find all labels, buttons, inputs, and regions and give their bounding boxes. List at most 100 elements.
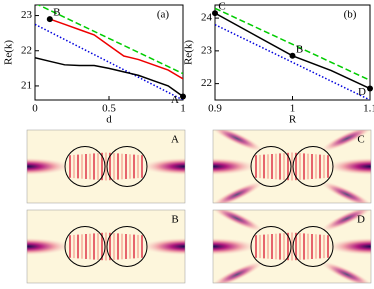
y-tick-label: 22 bbox=[201, 77, 212, 89]
fringe bbox=[283, 153, 285, 180]
x-tick-label: 1.1 bbox=[363, 103, 374, 115]
fringe bbox=[259, 154, 261, 179]
fringe bbox=[279, 233, 281, 260]
fringe bbox=[295, 152, 297, 181]
fringe bbox=[117, 153, 119, 180]
side-lobe bbox=[213, 130, 265, 153]
panel-label: (b) bbox=[344, 9, 357, 21]
fringe bbox=[275, 153, 277, 180]
fringe bbox=[69, 235, 71, 258]
series-line bbox=[215, 7, 370, 82]
fringe bbox=[133, 154, 135, 179]
fringe bbox=[93, 233, 95, 260]
lobe bbox=[140, 157, 185, 176]
field-map bbox=[213, 130, 371, 203]
fringe bbox=[137, 154, 139, 179]
lobe bbox=[27, 157, 72, 176]
fringe bbox=[121, 153, 123, 180]
fringe bbox=[129, 234, 131, 259]
side-lobe bbox=[319, 210, 371, 233]
point-label: C bbox=[218, 1, 225, 13]
fringe bbox=[101, 232, 103, 261]
series-line bbox=[35, 23, 183, 100]
panel-label: C bbox=[357, 134, 364, 146]
panel-label: D bbox=[357, 214, 365, 226]
fringe bbox=[315, 154, 317, 179]
y-axis-label: Re(k) bbox=[183, 40, 195, 65]
fringe bbox=[307, 233, 309, 260]
fringe bbox=[275, 233, 277, 260]
cylinder bbox=[106, 226, 148, 267]
cylinder bbox=[292, 146, 334, 187]
y-tick-label: 23 bbox=[21, 9, 33, 21]
lobe bbox=[326, 157, 371, 176]
fringe bbox=[73, 154, 75, 179]
fringe bbox=[271, 154, 273, 179]
series-line bbox=[35, 57, 183, 98]
fringe bbox=[137, 234, 139, 259]
fringe bbox=[77, 154, 79, 179]
side-lobe bbox=[213, 210, 265, 233]
fringe bbox=[85, 154, 87, 179]
series-line bbox=[36, 5, 183, 75]
field-map bbox=[213, 210, 371, 283]
fringe bbox=[271, 234, 273, 259]
series-line bbox=[215, 23, 370, 100]
x-axis-label: d bbox=[106, 114, 112, 126]
lobe bbox=[326, 237, 371, 256]
cylinder bbox=[64, 226, 106, 267]
fringe bbox=[93, 153, 95, 180]
y-tick-label: 24 bbox=[201, 12, 213, 24]
panel-label: B bbox=[171, 214, 178, 226]
fringe bbox=[81, 234, 83, 259]
fringe bbox=[105, 232, 107, 261]
y-tick-label: 22 bbox=[21, 44, 32, 56]
fringe bbox=[327, 235, 329, 258]
fringe bbox=[255, 235, 257, 258]
series-line bbox=[49, 18, 183, 80]
point bbox=[46, 16, 53, 23]
fringe bbox=[121, 233, 123, 260]
side-lobe bbox=[319, 260, 371, 283]
fringe bbox=[323, 154, 325, 179]
panel-frame bbox=[26, 209, 186, 284]
lobe bbox=[140, 237, 185, 256]
fringe bbox=[315, 234, 317, 259]
fringe bbox=[263, 154, 265, 179]
fringe bbox=[101, 152, 103, 181]
fringe bbox=[255, 155, 257, 178]
fringe bbox=[299, 233, 301, 260]
point-label: B bbox=[296, 43, 303, 55]
side-lobe bbox=[319, 180, 371, 203]
fringe bbox=[303, 233, 305, 260]
lobe bbox=[213, 157, 258, 176]
fringe bbox=[311, 154, 313, 179]
fringe bbox=[299, 153, 301, 180]
y-tick-label: 23 bbox=[201, 44, 213, 56]
point bbox=[367, 85, 373, 92]
fringe bbox=[295, 232, 297, 261]
fringe bbox=[109, 232, 111, 261]
fringe bbox=[133, 234, 135, 259]
point bbox=[289, 52, 296, 59]
fringe bbox=[267, 154, 269, 179]
fringe bbox=[109, 152, 111, 181]
fringe bbox=[287, 232, 289, 261]
fringe bbox=[89, 233, 91, 260]
field-map bbox=[27, 210, 185, 283]
lobe bbox=[27, 237, 72, 256]
x-tick-label: 0.9 bbox=[208, 103, 222, 115]
y-tick-label: 21 bbox=[21, 79, 32, 91]
fringe bbox=[291, 152, 293, 181]
point-label: D bbox=[358, 86, 366, 98]
fringe bbox=[267, 234, 269, 259]
x-axis-label: R bbox=[289, 114, 297, 126]
fringe bbox=[287, 152, 289, 181]
field-map bbox=[27, 130, 185, 203]
fringe bbox=[327, 155, 329, 178]
fringe bbox=[97, 233, 99, 260]
x-tick-label: 1 bbox=[290, 103, 296, 115]
fringe bbox=[141, 155, 143, 178]
fringe bbox=[81, 154, 83, 179]
fringe bbox=[113, 233, 115, 260]
